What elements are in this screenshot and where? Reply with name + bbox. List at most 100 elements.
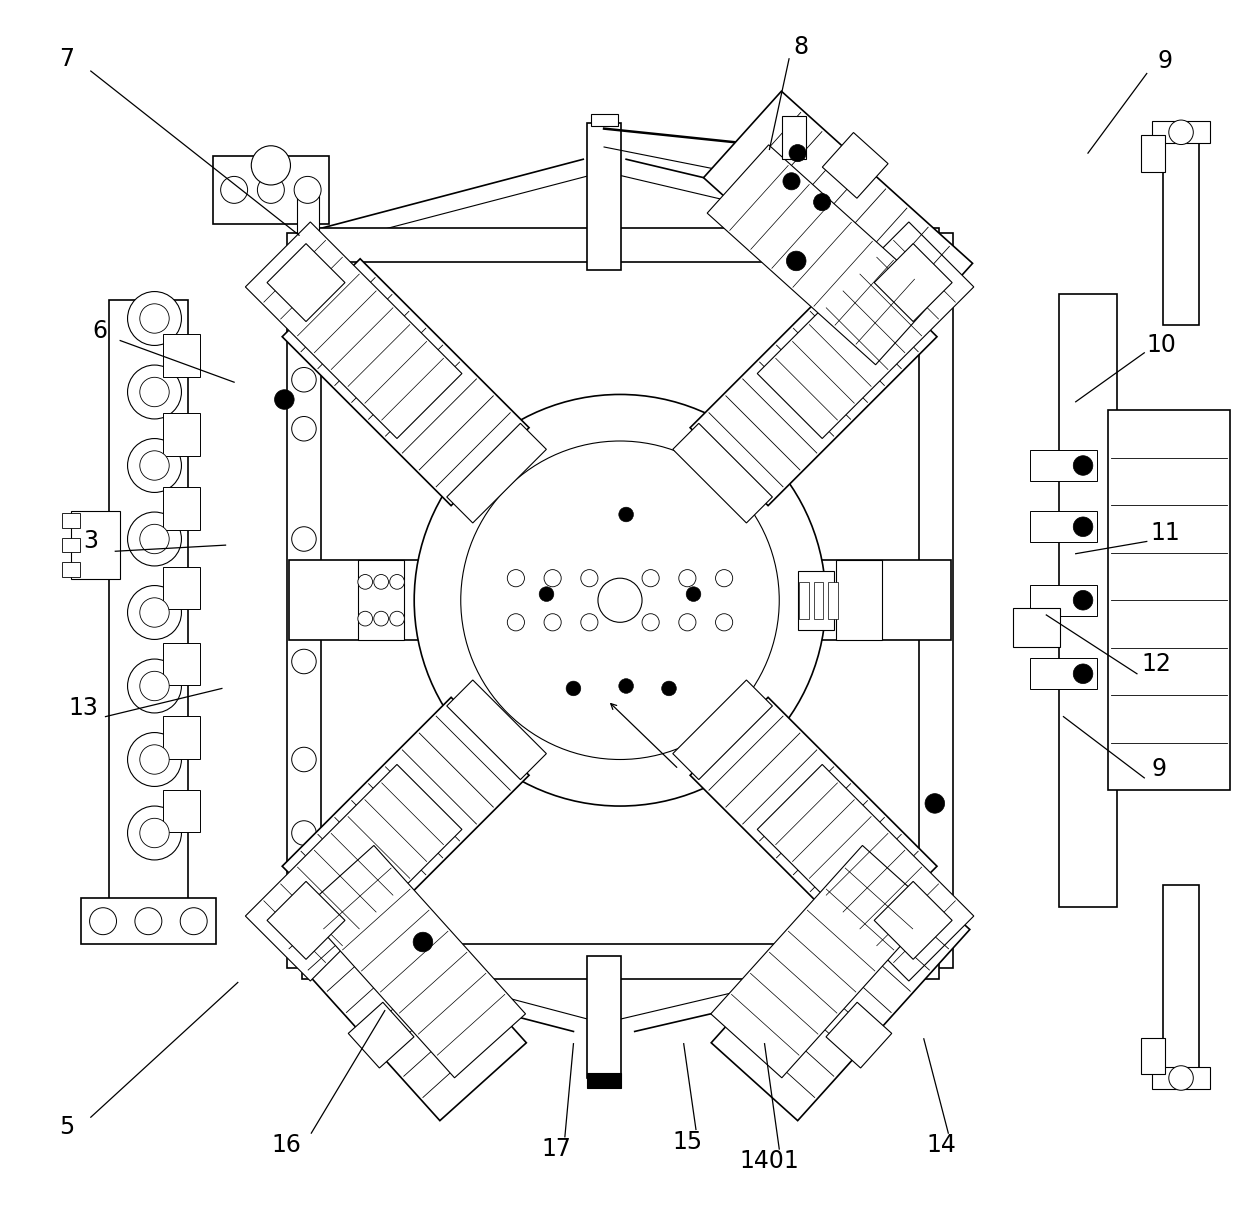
Bar xyxy=(62,562,81,577)
Circle shape xyxy=(782,173,800,190)
Bar xyxy=(673,680,773,779)
Bar xyxy=(246,222,463,439)
Bar xyxy=(1029,659,1097,688)
Bar xyxy=(691,258,937,506)
Circle shape xyxy=(140,598,169,627)
Text: 7: 7 xyxy=(58,47,74,71)
Bar xyxy=(1141,1038,1166,1074)
Bar xyxy=(296,196,319,233)
Bar xyxy=(874,244,952,322)
Circle shape xyxy=(598,578,642,622)
Text: 5: 5 xyxy=(58,1115,74,1139)
Bar xyxy=(289,561,951,639)
Text: 9: 9 xyxy=(1158,49,1173,74)
Circle shape xyxy=(544,614,562,631)
Bar xyxy=(109,300,188,900)
Bar xyxy=(590,114,618,126)
Bar xyxy=(303,845,526,1078)
Bar xyxy=(246,764,463,981)
Circle shape xyxy=(715,614,733,631)
Circle shape xyxy=(662,681,676,696)
Bar xyxy=(691,697,937,944)
Bar xyxy=(587,1073,621,1088)
Circle shape xyxy=(619,507,634,522)
Circle shape xyxy=(291,527,316,551)
Bar xyxy=(703,91,972,350)
Circle shape xyxy=(128,512,181,566)
Circle shape xyxy=(1074,517,1092,537)
Bar xyxy=(1152,121,1210,143)
Circle shape xyxy=(461,441,779,760)
Bar xyxy=(164,715,200,758)
Bar xyxy=(348,1002,414,1068)
Circle shape xyxy=(1074,590,1092,610)
Bar xyxy=(781,116,806,159)
Bar xyxy=(268,851,526,1121)
Text: 10: 10 xyxy=(1147,333,1177,358)
Bar xyxy=(826,1002,892,1068)
Circle shape xyxy=(507,570,525,587)
Bar xyxy=(446,680,547,779)
Circle shape xyxy=(539,587,554,601)
Text: 11: 11 xyxy=(1151,521,1180,545)
Text: 9: 9 xyxy=(1152,757,1167,782)
Bar xyxy=(283,697,529,944)
Bar xyxy=(707,145,937,365)
Text: 12: 12 xyxy=(1142,652,1172,676)
Circle shape xyxy=(642,570,660,587)
Circle shape xyxy=(128,586,181,639)
Bar xyxy=(286,233,321,968)
Circle shape xyxy=(619,679,634,693)
Bar xyxy=(874,881,952,959)
Bar xyxy=(828,582,838,619)
Circle shape xyxy=(140,745,169,774)
Bar xyxy=(799,582,808,619)
Circle shape xyxy=(678,614,696,631)
Bar xyxy=(1029,512,1097,541)
Bar xyxy=(712,851,970,1121)
Circle shape xyxy=(1074,456,1092,475)
Circle shape xyxy=(414,394,826,806)
Circle shape xyxy=(89,908,117,935)
Circle shape xyxy=(544,570,562,587)
Circle shape xyxy=(507,614,525,631)
Bar xyxy=(301,944,939,979)
Circle shape xyxy=(580,570,598,587)
Circle shape xyxy=(140,304,169,333)
Bar xyxy=(758,222,973,439)
Bar xyxy=(758,764,973,981)
Bar xyxy=(164,486,200,529)
Circle shape xyxy=(291,747,316,772)
Bar xyxy=(1013,608,1060,647)
Bar xyxy=(836,561,882,639)
Circle shape xyxy=(567,681,580,696)
Circle shape xyxy=(128,365,181,419)
Bar xyxy=(813,582,823,619)
Circle shape xyxy=(128,659,181,713)
Bar xyxy=(213,156,329,223)
Circle shape xyxy=(373,611,388,626)
Bar xyxy=(822,132,888,198)
Circle shape xyxy=(180,908,207,935)
Circle shape xyxy=(140,377,169,407)
Bar xyxy=(267,881,345,959)
Circle shape xyxy=(274,390,294,409)
Circle shape xyxy=(1169,1066,1193,1090)
Bar xyxy=(267,244,345,322)
Bar xyxy=(81,898,216,944)
Circle shape xyxy=(291,649,316,674)
Bar xyxy=(1163,135,1199,325)
Circle shape xyxy=(642,614,660,631)
Bar xyxy=(164,789,200,833)
Text: 3: 3 xyxy=(83,529,98,554)
Bar xyxy=(1163,884,1199,1076)
Bar xyxy=(1152,1067,1210,1089)
Circle shape xyxy=(135,908,162,935)
Bar xyxy=(1029,450,1097,480)
Circle shape xyxy=(389,575,404,589)
Circle shape xyxy=(789,145,806,162)
Bar xyxy=(164,333,200,377)
Text: 13: 13 xyxy=(68,696,98,720)
Bar xyxy=(797,571,835,630)
Text: 16: 16 xyxy=(272,1133,301,1158)
